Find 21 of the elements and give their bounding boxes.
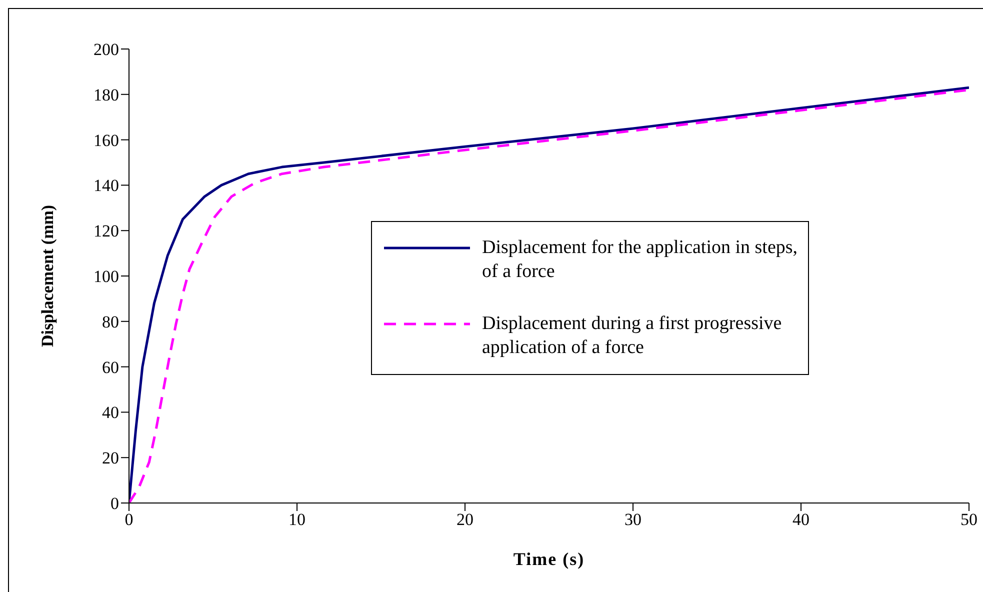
x-tick-label: 40 [792,510,810,530]
y-tick-label: 160 [94,130,119,150]
x-tick-label: 10 [288,510,306,530]
legend-label: Displacement for the application in steps, of a force [482,236,799,284]
x-axis-title: Time (s) [513,549,585,569]
x-tick-label: 0 [124,510,134,530]
y-tick-label: 20 [102,448,119,468]
y-tick-label: 120 [94,222,119,241]
y-tick-label: 200 [94,40,119,60]
x-tick-label: 30 [624,510,642,530]
y-tick-label: 180 [94,85,119,104]
y-tick-label: 60 [102,358,119,377]
y-axis-title: Displacement (mm) [38,204,58,348]
legend-label: Displacement during a first progressive application of a force [482,312,783,360]
y-tick-label: 40 [102,403,119,422]
y-tick-label: 80 [102,312,119,332]
y-tick-label: 140 [94,176,119,196]
y-tick-label: 100 [94,267,119,286]
x-tick-label: 50 [960,510,978,530]
x-tick-label: 20 [456,510,474,530]
y-tick-label: 0 [110,494,119,514]
